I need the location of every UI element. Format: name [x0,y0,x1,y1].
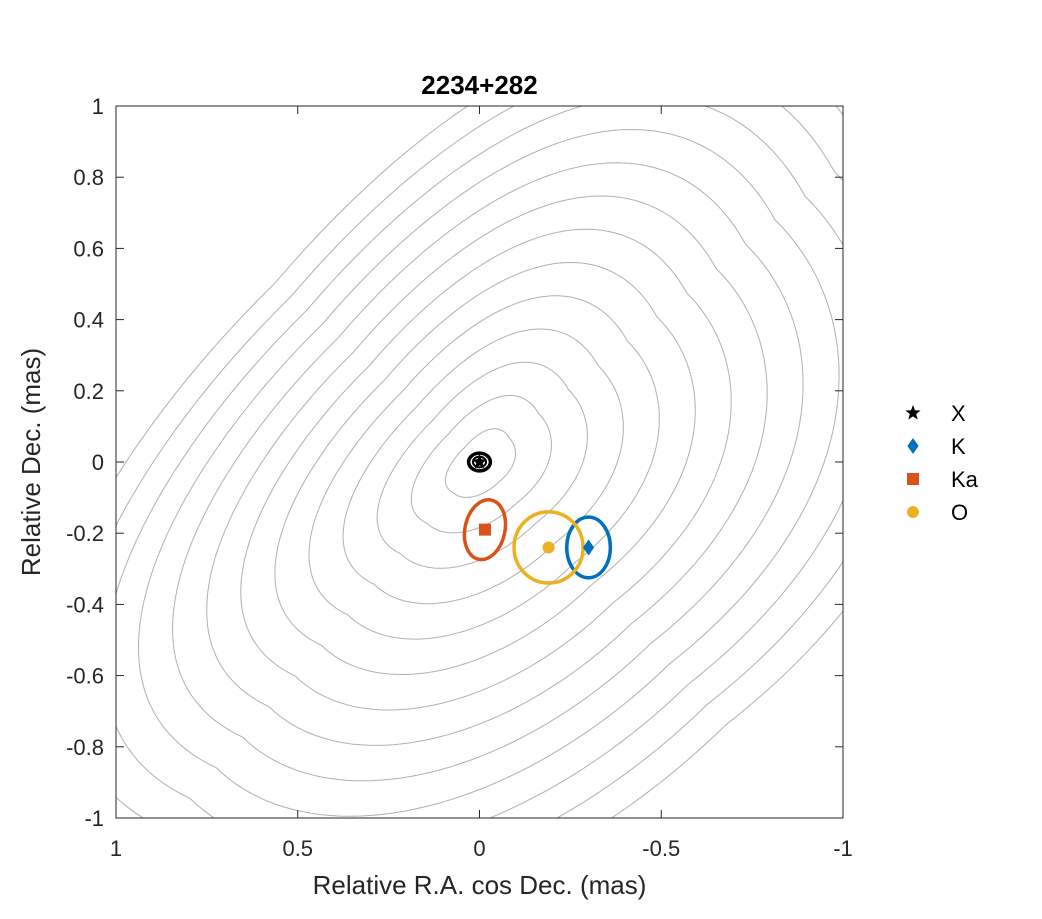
contour-line [137,128,840,817]
y-tick-label: 1 [92,94,104,119]
x-tick-label: 0.5 [282,836,313,861]
y-tick-label: -0.6 [66,664,104,689]
y-tick-label: 0.6 [73,236,104,261]
contour-line [116,106,843,818]
x-tick-label: -0.5 [642,836,680,861]
marker-o [542,541,555,554]
y-axis-label: Relative Dec. (mas) [16,348,46,576]
contour-line [172,162,804,782]
marker-k [582,539,595,556]
contour-line [206,195,768,746]
contour-line [240,228,732,711]
legend-label-k: K [951,434,966,459]
y-tick-label: 0.2 [73,379,104,404]
y-tick-label: 0 [92,450,104,475]
legend-marker-k [907,438,919,454]
error-ellipse-k [564,515,613,580]
y-tick-label: -0.4 [66,592,104,617]
y-axis-ticks: 1 0.8 0.6 0.4 0.2 0 -0.2 -0.4 -0.6 -0.8 -1 [66,94,843,831]
contour-line [274,261,696,676]
legend-marker-x [905,405,921,420]
error-ellipse-ka [462,498,508,562]
chart-title: 2234+282 [421,70,537,100]
x-tick-label: 0 [473,836,485,861]
legend-label-x: X [951,401,966,426]
x-axis-label: Relative R.A. cos Dec. (mas) [313,870,647,900]
legend-marker-o [907,506,919,518]
x-tick-label: 1 [110,836,122,861]
contour-line [308,295,660,640]
error-ellipses [462,451,613,585]
y-tick-label: -0.2 [66,521,104,546]
marker-ka [478,523,491,536]
y-tick-label: 0.4 [73,308,104,333]
legend-marker-ka [907,473,919,485]
contour-line [342,328,624,605]
contour-line [116,106,843,818]
y-tick-label: 0.8 [73,165,104,190]
marker-x [471,454,488,469]
contour-line [444,428,517,498]
x-tick-label: -1 [833,836,853,861]
contour-lines [116,106,843,818]
y-tick-label: -0.8 [66,735,104,760]
legend-label-ka: Ka [951,467,979,492]
legend-label-o: O [951,500,968,525]
x-axis-ticks: 1 0.5 0 -0.5 -1 [110,106,853,861]
data-markers [471,454,595,556]
y-tick-label: -1 [84,806,104,831]
legend: XK Ka O [905,401,979,525]
error-ellipse-x [466,451,493,473]
